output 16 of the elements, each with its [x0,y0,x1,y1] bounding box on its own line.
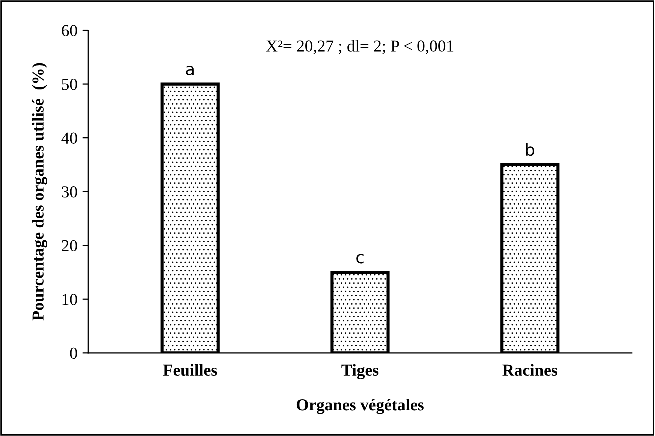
y-tick-label: 40 [62,132,78,144]
y-tick-label: 30 [62,186,78,198]
annotation: a [186,66,194,76]
y-tick-label: 10 [62,294,78,306]
y-tick-label: 50 [62,78,78,90]
annotation: X²= 20,27 ; dl= 2; P < 0,001 [266,40,454,54]
y-tick-label: 0 [70,348,78,360]
x-tick-label: Tiges [342,364,379,380]
x-axis-title: Organes végétales [296,398,424,414]
annotation: b [526,143,535,156]
y-axis-title: Pourcentage des organes utilisé (%) [32,63,48,321]
annotation: c [356,254,364,264]
y-tick-label: 20 [62,240,78,252]
x-tick-label: Feuilles [163,364,218,376]
y-tick-label: 60 [62,25,78,36]
x-tick-label: Racines [502,364,558,376]
